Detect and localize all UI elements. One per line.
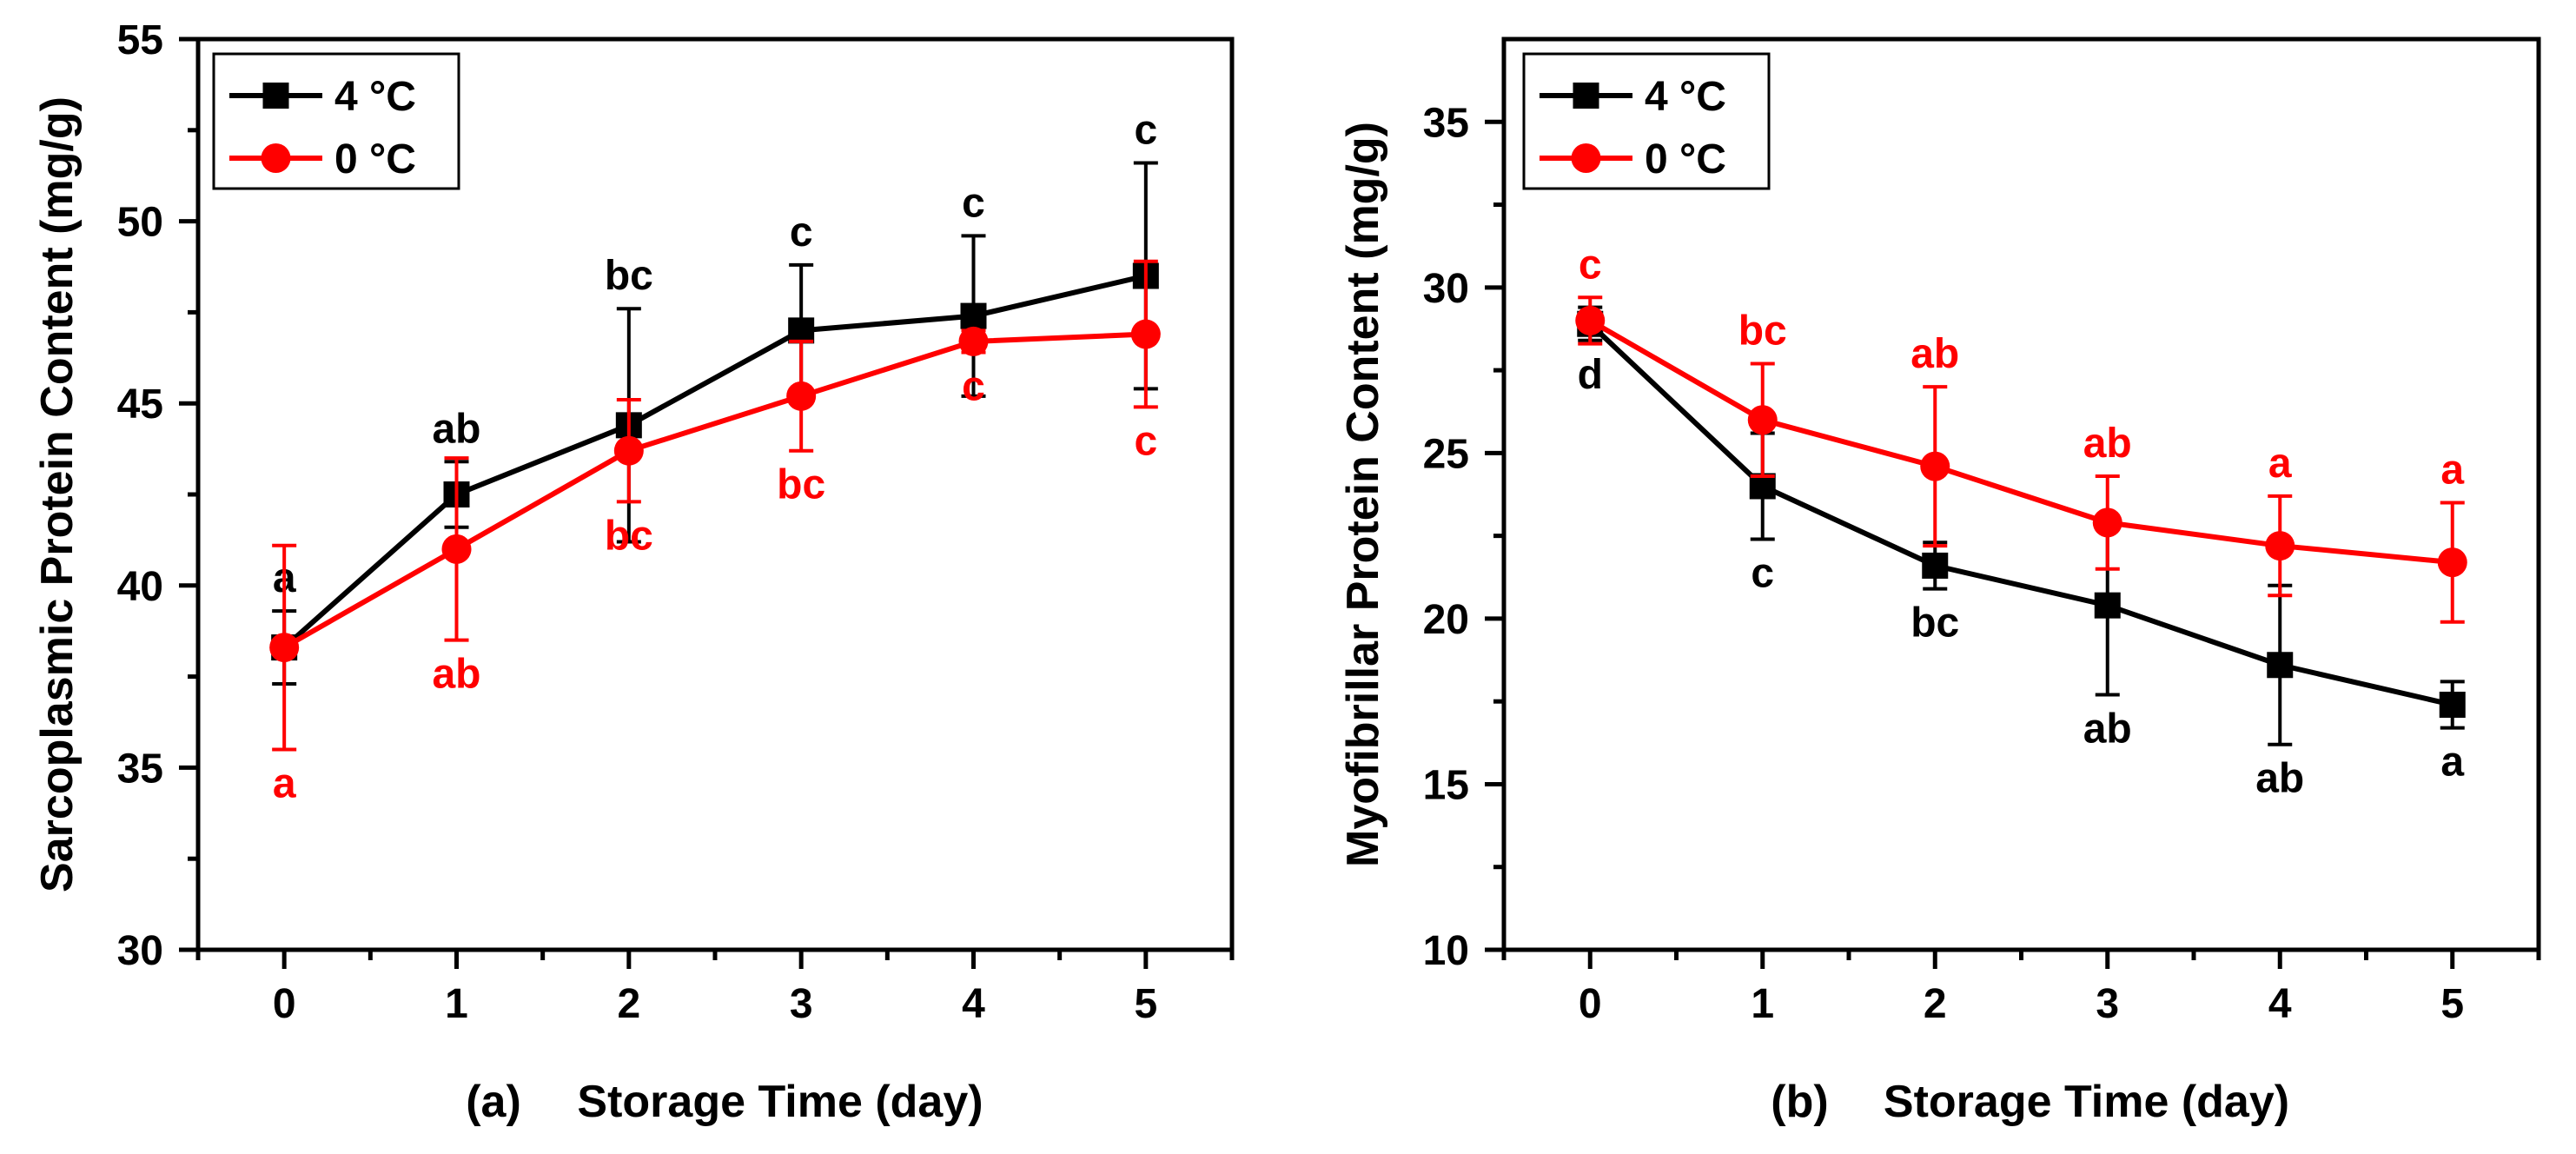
significance-letter: a bbox=[273, 760, 296, 806]
significance-letter: c bbox=[1134, 108, 1157, 154]
data-point bbox=[1922, 552, 1949, 579]
y-tick-label: 30 bbox=[1423, 266, 1469, 312]
series-4c: d c bc ab ab a bbox=[1577, 305, 2466, 802]
x-tick-label: 5 bbox=[2440, 981, 2464, 1027]
significance-letter: bc bbox=[605, 513, 653, 559]
significance-letter: ab bbox=[2255, 756, 2304, 802]
x-tick-label: 4 bbox=[2268, 981, 2292, 1027]
significance-letter: c bbox=[1134, 418, 1157, 464]
data-point bbox=[613, 435, 644, 466]
series-4c: aabbcccc bbox=[271, 108, 1159, 686]
significance-letter: c bbox=[1579, 242, 1602, 288]
y-axis-title: Sarcoplasmic Protein Content (mg/g) bbox=[32, 96, 83, 892]
legend-label: 4 °C bbox=[1645, 74, 1726, 120]
y-tick-label: 35 bbox=[117, 746, 163, 792]
data-point bbox=[786, 381, 817, 411]
data-point bbox=[2094, 592, 2121, 619]
significance-letter: bc bbox=[605, 253, 653, 299]
data-point bbox=[958, 326, 989, 356]
significance-letter: a bbox=[2440, 739, 2464, 786]
x-tick-label: 0 bbox=[1579, 981, 1602, 1027]
panel-label: (b) bbox=[1771, 1077, 1828, 1127]
legend-marker bbox=[1573, 83, 1599, 109]
x-tick-label: 3 bbox=[2096, 981, 2119, 1027]
significance-letter: a bbox=[2268, 441, 2292, 487]
legend: 4 °C 0 °C bbox=[1522, 52, 1771, 190]
x-tick-label: 2 bbox=[617, 981, 640, 1027]
x-tick-label: 3 bbox=[790, 981, 813, 1027]
legend-marker bbox=[261, 143, 291, 173]
y-tick-label: 40 bbox=[117, 564, 163, 610]
data-point bbox=[2267, 652, 2294, 679]
significance-letter: ab bbox=[2083, 421, 2132, 467]
data-point bbox=[441, 534, 472, 564]
y-tick-label: 50 bbox=[117, 200, 163, 246]
significance-letter: c bbox=[790, 209, 813, 255]
data-point bbox=[1747, 405, 1778, 435]
significance-letter: bc bbox=[1910, 600, 1959, 647]
significance-letter: c bbox=[962, 180, 985, 226]
y-tick-label: 20 bbox=[1423, 597, 1469, 643]
legend-label: 0 °C bbox=[1645, 136, 1726, 182]
x-tick-label: 4 bbox=[962, 981, 985, 1027]
x-axis-title: Storage Time (day) bbox=[1884, 1077, 2289, 1127]
x-tick-label: 1 bbox=[445, 981, 468, 1027]
y-tick-label: 25 bbox=[1423, 431, 1469, 477]
data-point bbox=[2092, 507, 2122, 538]
x-axis-title: Storage Time (day) bbox=[577, 1077, 983, 1127]
data-point bbox=[960, 302, 987, 329]
x-tick-label: 0 bbox=[273, 981, 296, 1027]
data-point bbox=[1130, 319, 1161, 349]
legend-marker bbox=[1571, 143, 1601, 173]
data-point bbox=[1920, 451, 1950, 481]
x-tick-label: 5 bbox=[1134, 981, 1157, 1027]
significance-letter: ab bbox=[432, 406, 480, 452]
legend-box bbox=[1522, 52, 1771, 190]
legend-box bbox=[212, 52, 460, 190]
data-point bbox=[788, 317, 815, 344]
legend: 4 °C 0 °C bbox=[212, 52, 460, 190]
data-point bbox=[269, 633, 300, 663]
panel-label: (a) bbox=[466, 1077, 521, 1127]
data-point bbox=[2439, 691, 2466, 718]
significance-letter: ab bbox=[2083, 706, 2132, 753]
significance-letter: a bbox=[2440, 448, 2464, 494]
legend-label: 0 °C bbox=[334, 136, 416, 182]
significance-letter: c bbox=[962, 364, 985, 410]
series-line bbox=[1588, 322, 2453, 707]
x-tick-label: 2 bbox=[1924, 981, 1947, 1027]
significance-letter: ab bbox=[432, 652, 480, 698]
y-tick-label: 30 bbox=[117, 928, 163, 974]
x-tick-label: 1 bbox=[1751, 981, 1774, 1027]
significance-letter: d bbox=[1578, 352, 1603, 398]
series-line bbox=[282, 273, 1147, 650]
y-axis-title: Myofibrillar Protein Content (mg/g) bbox=[1338, 122, 1388, 867]
data-point bbox=[2437, 547, 2467, 578]
chart-panel-b: 10 15 20 25 30 35 0 1 2 3 4 5 (b) Storage Time (day) M… bbox=[1338, 36, 2541, 1127]
series-line bbox=[1588, 318, 2453, 566]
y-tick-label: 35 bbox=[1423, 100, 1469, 146]
y-tick-label: 15 bbox=[1423, 762, 1469, 808]
y-tick-label: 10 bbox=[1423, 928, 1469, 974]
significance-letter: bc bbox=[1738, 308, 1787, 354]
significance-letter: bc bbox=[777, 462, 825, 508]
significance-letter: ab bbox=[1910, 331, 1959, 377]
legend-marker bbox=[262, 83, 289, 109]
series-0c: c bc ab ab a a bbox=[1575, 242, 2467, 624]
y-tick-label: 55 bbox=[117, 17, 163, 63]
series-line bbox=[282, 331, 1146, 650]
significance-letter: c bbox=[1751, 550, 1774, 596]
y-tick-label: 45 bbox=[117, 381, 163, 428]
legend-label: 4 °C bbox=[334, 74, 416, 120]
data-point bbox=[2265, 531, 2295, 561]
series-0c: a ab bc bc c c bbox=[269, 259, 1161, 806]
data-point bbox=[1575, 305, 1606, 335]
